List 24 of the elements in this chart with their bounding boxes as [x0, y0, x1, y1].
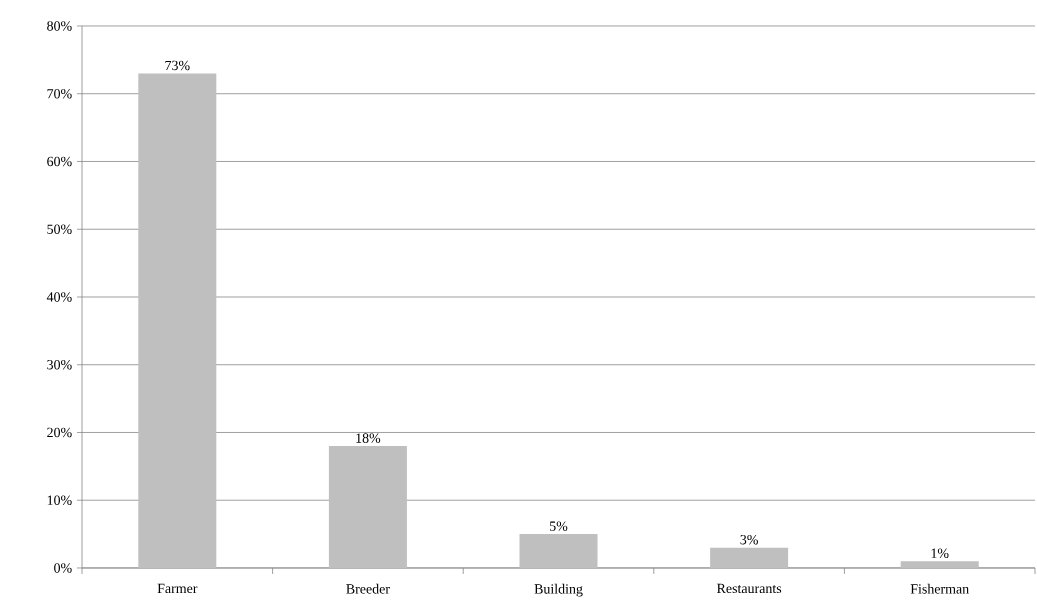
- y-tick-label: 70%: [47, 89, 72, 99]
- x-tick-label: Breeder: [346, 583, 390, 594]
- y-tick-label: 10%: [47, 495, 72, 505]
- bar: [138, 73, 217, 568]
- y-tick-label: 20%: [47, 427, 72, 438]
- y-tick-label: 60%: [47, 156, 72, 167]
- data-label: 73%: [165, 60, 190, 71]
- y-tick-label: 50%: [47, 224, 72, 234]
- x-tick-label: Fisherman: [910, 583, 969, 594]
- bar: [710, 547, 789, 568]
- data-label: 1%: [931, 548, 949, 559]
- bar: [900, 561, 979, 568]
- x-tick-label: Farmer: [157, 583, 198, 594]
- y-tick-label: 80%: [47, 21, 72, 31]
- bar: [328, 446, 407, 568]
- bar: [519, 534, 598, 568]
- data-label: 18%: [356, 433, 381, 443]
- y-tick-label: 40%: [46, 292, 72, 302]
- y-tick-label: 30%: [47, 360, 72, 370]
- data-label: 5%: [550, 521, 568, 531]
- data-label: 3%: [740, 535, 758, 545]
- y-tick-label: 0%: [54, 563, 72, 573]
- x-tick-label: Building: [534, 583, 583, 597]
- x-tick-label: Restaurants: [716, 583, 782, 594]
